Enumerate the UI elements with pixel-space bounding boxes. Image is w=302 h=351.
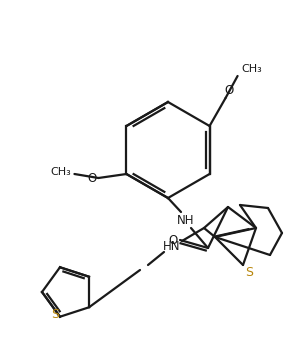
Text: S: S — [51, 308, 59, 321]
Text: O: O — [88, 172, 97, 185]
Text: O: O — [224, 84, 233, 97]
Text: HN: HN — [163, 239, 181, 252]
Text: O: O — [169, 233, 178, 246]
Text: S: S — [245, 266, 253, 279]
Text: CH₃: CH₃ — [51, 167, 72, 177]
Text: NH: NH — [177, 213, 195, 226]
Text: CH₃: CH₃ — [242, 64, 262, 74]
